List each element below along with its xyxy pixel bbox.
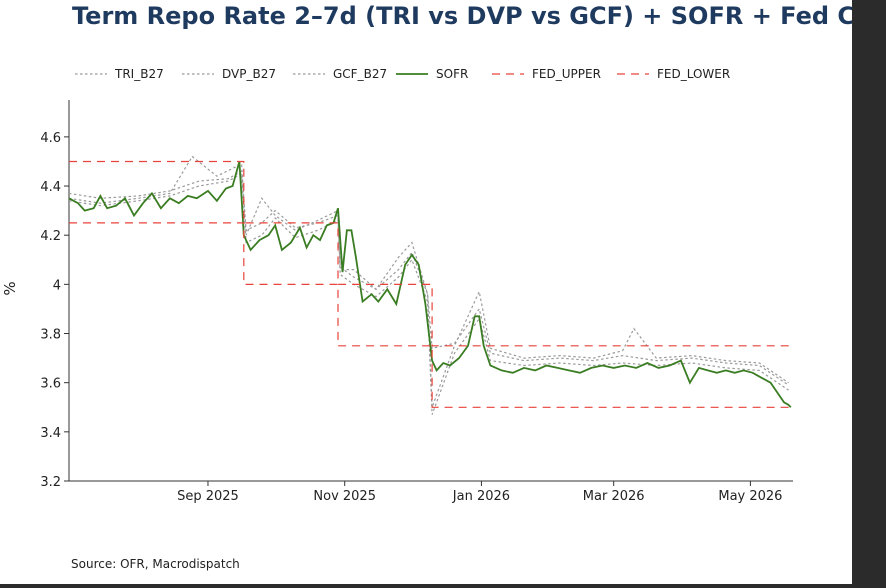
legend-entry: DVP_B27 bbox=[222, 67, 276, 81]
y-tick-label: 3.6 bbox=[40, 377, 61, 392]
chart-canvas: Term Repo Rate 2–7d (TRI vs DVP vs GCF) … bbox=[0, 0, 852, 584]
series-line-dvp-b27 bbox=[68, 155, 789, 408]
legend-entry: SOFR bbox=[436, 67, 468, 81]
series-line-tri-b27 bbox=[68, 170, 789, 386]
legend-entry: FED_UPPER bbox=[532, 67, 601, 81]
x-tick-label: Nov 2025 bbox=[313, 489, 376, 504]
chart-title: Term Repo Rate 2–7d (TRI vs DVP vs GCF) … bbox=[72, 2, 852, 30]
series-line-sofr bbox=[68, 161, 792, 408]
x-tick-label: May 2026 bbox=[718, 489, 782, 504]
y-tick-label: 4.2 bbox=[40, 229, 61, 244]
legend-entry: FED_LOWER bbox=[657, 67, 730, 81]
y-tick-label: 4 bbox=[53, 278, 61, 293]
y-axis-label: % bbox=[1, 281, 19, 295]
y-tick-label: 3.8 bbox=[40, 328, 61, 343]
chart-plot: TRI_B27 DVP_B27 GCF_B27 SOFR FED_UPPER FED_LO… bbox=[1, 67, 793, 504]
series-line-fed-lower bbox=[69, 222, 793, 408]
x-tick-label: Jan 2026 bbox=[452, 489, 510, 504]
x-tick-label: Sep 2025 bbox=[177, 489, 239, 504]
series-line-fed-upper bbox=[69, 160, 793, 347]
y-tick-label: 3.4 bbox=[40, 426, 61, 441]
source-note: Source: OFR, Macrodispatch bbox=[71, 557, 240, 571]
series-lines bbox=[68, 155, 793, 415]
series-line-gcf-b27 bbox=[68, 172, 789, 415]
legend-entry: TRI_B27 bbox=[114, 67, 164, 81]
legend: TRI_B27 DVP_B27 GCF_B27 SOFR FED_UPPER FED_LO… bbox=[75, 67, 730, 81]
y-tick-label: 4.4 bbox=[40, 180, 61, 195]
y-tick-label: 3.2 bbox=[40, 475, 61, 490]
window-edge-right bbox=[852, 0, 886, 588]
legend-entry: GCF_B27 bbox=[333, 67, 387, 81]
axes: 3.2 3.4 3.6 3.8 4 4.2 4.4 4.6 Sep 2025 Nov 2025 Ja… bbox=[1, 100, 793, 504]
window-edge-bottom bbox=[0, 584, 852, 588]
y-tick-label: 4.6 bbox=[40, 131, 61, 146]
x-tick-label: Mar 2026 bbox=[583, 489, 645, 504]
